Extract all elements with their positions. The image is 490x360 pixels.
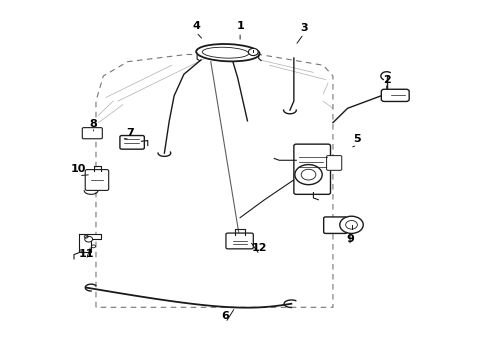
Text: 4: 4 <box>192 21 200 31</box>
FancyBboxPatch shape <box>324 217 347 233</box>
FancyBboxPatch shape <box>294 144 331 194</box>
FancyBboxPatch shape <box>381 89 409 102</box>
Text: 11: 11 <box>78 248 94 258</box>
Text: 5: 5 <box>354 134 361 144</box>
Ellipse shape <box>196 44 260 61</box>
Circle shape <box>85 236 93 242</box>
Text: 6: 6 <box>221 311 229 321</box>
Text: 7: 7 <box>126 129 134 138</box>
FancyBboxPatch shape <box>226 233 253 249</box>
Text: 3: 3 <box>300 23 307 33</box>
Text: 1: 1 <box>236 21 244 31</box>
Text: 12: 12 <box>252 243 268 253</box>
Polygon shape <box>79 234 101 252</box>
FancyBboxPatch shape <box>327 156 342 170</box>
Circle shape <box>340 216 363 233</box>
Text: 8: 8 <box>90 120 98 129</box>
Circle shape <box>295 165 322 185</box>
Text: 9: 9 <box>346 234 354 244</box>
Circle shape <box>248 48 258 55</box>
Text: 2: 2 <box>383 75 391 85</box>
FancyBboxPatch shape <box>85 170 109 190</box>
FancyBboxPatch shape <box>82 128 102 139</box>
Text: 10: 10 <box>71 164 87 174</box>
FancyBboxPatch shape <box>120 135 145 149</box>
